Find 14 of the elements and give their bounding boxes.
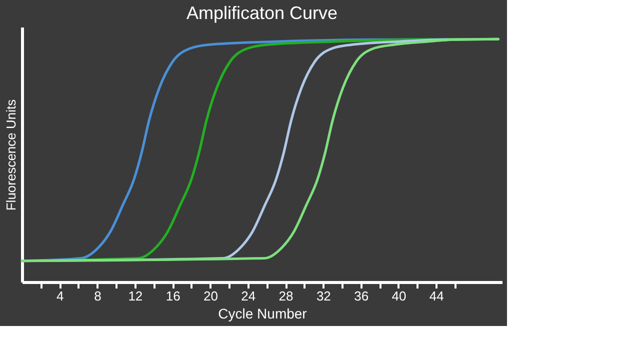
- x-tick-label: 4: [56, 288, 64, 304]
- x-tick-label: 12: [128, 288, 143, 304]
- x-tick-label: 16: [166, 288, 180, 304]
- x-tick-label: 8: [94, 288, 102, 304]
- x-tick-label: 32: [316, 288, 331, 304]
- x-tick-label: 28: [278, 288, 294, 304]
- x-tick-label: 44: [429, 288, 444, 304]
- x-tick-label: 40: [392, 288, 406, 304]
- x-tick-label: 20: [204, 288, 218, 304]
- chart-title: Amplificaton Curve: [186, 3, 338, 23]
- y-axis-title: Fluorescence Units: [4, 98, 18, 211]
- x-axis-title: Cycle Number: [218, 306, 308, 322]
- x-tick-label: 24: [241, 288, 256, 304]
- x-tick-label: 36: [354, 288, 369, 304]
